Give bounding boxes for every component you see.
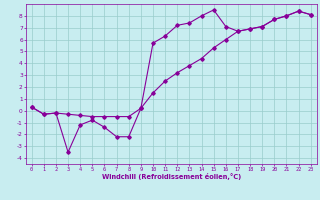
X-axis label: Windchill (Refroidissement éolien,°C): Windchill (Refroidissement éolien,°C) xyxy=(101,173,241,180)
